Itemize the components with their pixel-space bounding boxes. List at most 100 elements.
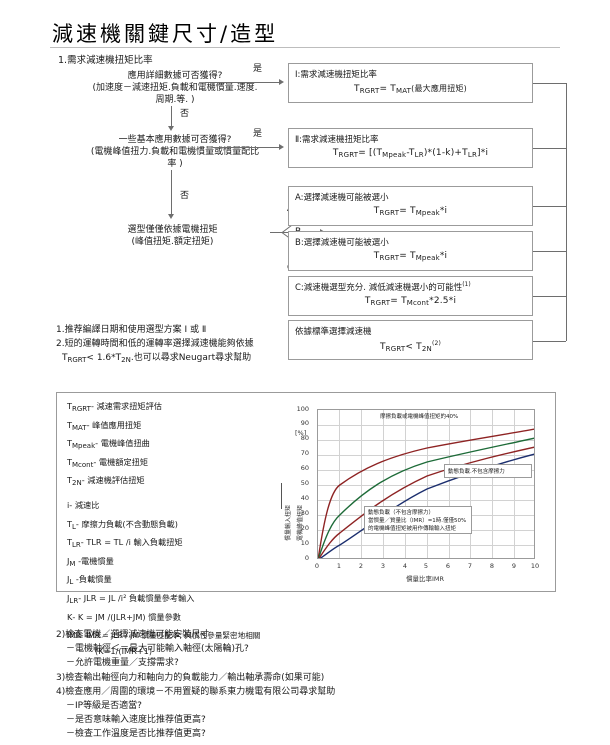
chart-annotation-top: 摩擦負載或電機峰值扭矩的40%	[380, 414, 459, 420]
legend-symbol: i	[67, 499, 70, 510]
footnote-3-t: T	[62, 353, 68, 363]
rail-B	[533, 251, 566, 252]
legend-subscript: 2N	[72, 479, 82, 488]
legend-item: TMcont- 電機額定扭矩	[67, 455, 257, 474]
chart-xtick: 8	[489, 562, 495, 570]
question-2-yes-label: 是	[253, 129, 263, 139]
chart-xtick: 6	[445, 562, 451, 570]
chart-xtick: 5	[423, 562, 429, 570]
box-C-formula: TRGRT= TMcont*2.5*i	[289, 296, 532, 307]
legend-symbol: T	[67, 475, 73, 486]
box-II-f-lr2: LR	[467, 151, 478, 159]
chart-series-3-red-lower	[318, 446, 534, 558]
box-C-f-t: T	[364, 296, 371, 306]
rail-vertical	[566, 83, 567, 341]
box-II-title: Ⅱ:需求減速機扭矩比率	[295, 135, 379, 145]
inertia-ratio-chart: [%] 慣量輸入扭矩 電機峰值扭矩 100 90 80 70 60 50 40 …	[273, 401, 551, 589]
box-std-formula: TRGRT< T2N(2)	[289, 340, 532, 353]
question-1-line-3: 周期.等. )	[155, 95, 195, 105]
box-A-title: A:選擇減速機可能被選小	[295, 193, 389, 203]
legend-item: JL -負載慣量	[67, 572, 257, 591]
question-1-no-label: 否	[180, 109, 190, 119]
legend-subscript: MAT	[72, 423, 87, 432]
arrow-q2-yes	[279, 144, 284, 150]
rail-A	[533, 206, 566, 207]
legend-symbol: IMR	[67, 631, 81, 641]
box-option-II: Ⅱ:需求減速機扭矩比率 TRGRT= [(TMpeak-TLR)*(1-k)+T…	[288, 128, 533, 168]
box-std-f-rgrt: RGRT	[385, 345, 406, 353]
box-B-f-eq: = T	[399, 251, 416, 261]
box-std-f-t: T	[379, 342, 386, 352]
checklist-item: －電機軸徑＜＝最大可能輸入軸徑(太陽輪)孔?	[66, 644, 249, 655]
chart-curves	[318, 428, 534, 558]
legend-symbol: J	[67, 574, 70, 585]
legend-symbol: K	[67, 611, 73, 622]
question-2-line-3: 率 )	[167, 159, 183, 169]
checklist-item: 2)檢查電機／選擇減速機可能安裝尺寸	[56, 630, 210, 640]
rail-I	[533, 83, 566, 84]
chart-xtick: 1	[336, 562, 342, 570]
box-I-f-sub2: MAT	[395, 87, 412, 95]
question-2-line-1: 一些基本應用數據可否獲得?	[118, 135, 232, 145]
symbol-legend: TRGRT- 減速需求扭矩評估 TMAT- 峰值應用扭矩 TMpeak- 電機峰…	[67, 399, 260, 659]
legend-text: - IMR = JLR / JM 慣量匹配率; 與慣性參量緊密地相關	[80, 631, 261, 641]
chart-xtick: 2	[358, 562, 364, 570]
legend-symbol: T	[67, 537, 73, 548]
chart-x-label: 慣量比率IMR	[405, 575, 445, 583]
box-C-title-text: C:減速機選型充分. 減低減速機選小的可能性	[295, 283, 463, 293]
question-3-line-2: (峰值扭矩.額定扭矩)	[131, 237, 214, 247]
box-I-f-eq: = T	[379, 84, 396, 94]
box-II-f-t: T	[332, 148, 339, 158]
chart-annotation-mid: 動態負載.不包含摩擦力	[448, 469, 505, 475]
legend-chart-panel: TRGRT- 減速需求扭矩評估 TMAT- 峰值應用扭矩 TMpeak- 電機峰…	[56, 392, 556, 656]
legend-text: - JLR = JL /i² 負載慣量參考輸入	[78, 592, 195, 603]
legend-subscript: M	[69, 559, 76, 568]
box-A-f-end: *i	[439, 206, 448, 216]
arrow-q1-yes	[279, 79, 284, 85]
legend-text: - K = JM /(JLR+JM) 慣量參數	[72, 611, 181, 622]
chart-y-fraction-bar	[281, 483, 282, 509]
legend-subscript: LR	[72, 541, 81, 550]
box-A-formula: TRGRT= TMpeak*i	[289, 206, 532, 217]
chart-annotation-bottom-l1: 動態負載（不包含摩擦力）	[368, 510, 435, 516]
box-C-f-eq: = T	[390, 296, 407, 306]
chart-annotation-bottom-l2: 當慣量／質量比（IMR）=1時.僅僅50%	[368, 518, 467, 524]
legend-item: T2N- 減速機評估扭矩	[67, 473, 257, 492]
box-A-f-t: T	[373, 206, 380, 216]
legend-item: TMAT- 峰值應用扭矩	[67, 418, 257, 437]
legend-item: JM -電機慣量	[67, 554, 257, 573]
chart-ytick: 60	[300, 464, 309, 472]
checklist-item: －是否意味輸入速度比推荐值更高?	[66, 715, 206, 726]
legend-item: K- K = JM /(JLR+JM) 慣量參數	[67, 610, 257, 629]
legend-item: JLR- JLR = JL /i² 負載慣量參考輸入	[67, 591, 257, 610]
chart-ytick: 40	[300, 494, 309, 502]
chart-y-label-numerator: 慣量輸入扭矩	[285, 504, 292, 541]
box-C-f-rgrt: RGRT	[370, 299, 391, 307]
chart-xtick: 10	[530, 562, 540, 570]
connector-q1-yes	[205, 82, 280, 83]
legend-text: - 減速機評估扭矩	[81, 475, 145, 486]
box-I-title: Ⅰ:需求減速機扭矩比率	[295, 70, 377, 80]
title-divider	[50, 47, 560, 48]
chart-ytick: 70	[300, 449, 309, 457]
legend-text: - 減速需求扭矩評估	[90, 401, 162, 411]
checklist-item: －檢查工作溫度是否比推荐值更高?	[66, 729, 206, 740]
legend-symbol: T	[67, 419, 73, 430]
legend-symbol: T	[67, 401, 73, 411]
box-std-f-2n: 2N	[421, 345, 432, 353]
question-1-yes-label: 是	[253, 64, 263, 74]
legend-text: - 峰值應用扭矩	[86, 419, 142, 430]
legend-symbol: T	[67, 518, 73, 529]
box-B-formula: TRGRT= TMpeak*i	[289, 251, 532, 262]
box-B-title: B:選擇減速機可能被選小	[295, 238, 389, 248]
chart-xtick: 9	[511, 562, 517, 570]
legend-subscript: Mcont	[72, 460, 94, 469]
box-A-f-mpeak: Mpeak	[415, 209, 440, 217]
connector-q1-no	[171, 106, 172, 128]
checklist-item: －允許電機重量／支撐需求?	[66, 658, 179, 669]
box-II-f-lr: LR	[414, 151, 424, 159]
question-2-line-2: (電機峰值扭力.負載和電機慣量或慣量配比	[90, 147, 260, 157]
chart-annotation-bottom-l3: 的電機峰值扭矩被用作傳輸輸入扭矩	[368, 526, 457, 532]
box-option-I: Ⅰ:需求減速機扭矩比率 TRGRT= TMAT(最大應用扭矩)	[288, 63, 533, 103]
